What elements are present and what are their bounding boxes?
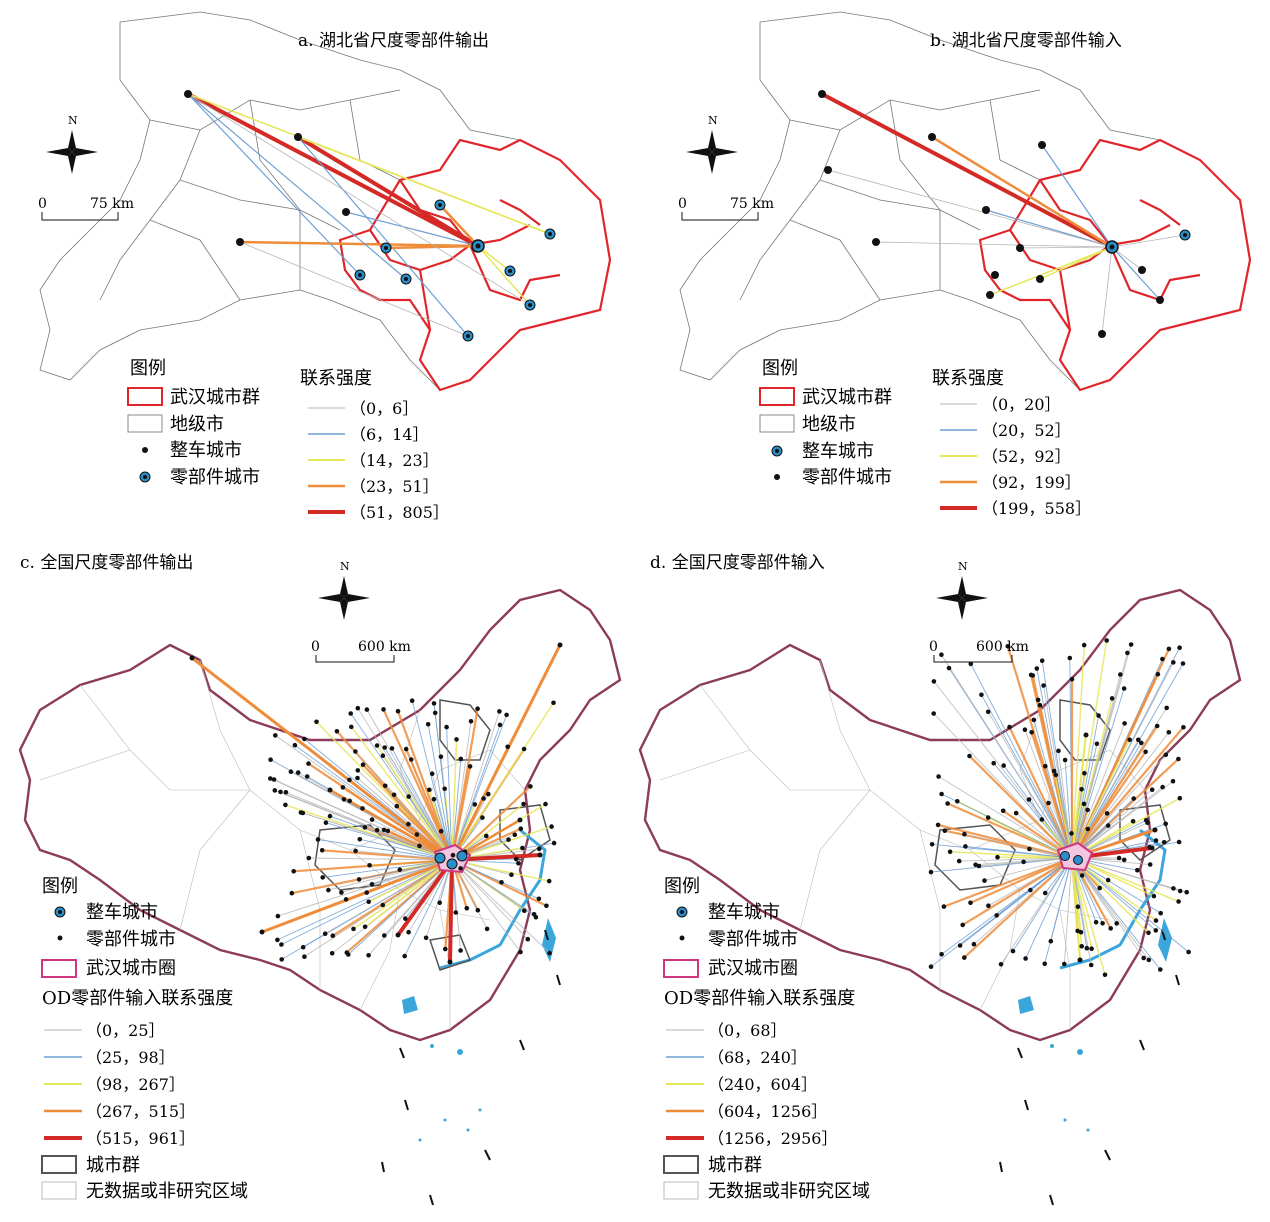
panel-a: a. 湖北省尺度零部件输出 N 0 75 km 图例 武汉城市群 地级市 整车城… xyxy=(38,11,612,522)
panel-c-title: c. 全国尺度零部件输出 xyxy=(20,553,193,573)
svg-text:（98，267］: （98，267］ xyxy=(86,1075,185,1094)
north-arrow-icon: N xyxy=(318,560,370,620)
panel-b-title: b. 湖北省尺度零部件输入 xyxy=(930,31,1122,51)
svg-text:（0，6］: （0，6］ xyxy=(350,399,418,418)
scale-bar-c: 0 600 km xyxy=(311,639,411,663)
svg-text:无数据或非研究区域: 无数据或非研究区域 xyxy=(708,1181,870,1202)
legend-c: 图例 整车城市 零部件城市 武汉城市圈 OD零部件输入联系强度 （0，25］ （… xyxy=(41,876,248,1202)
svg-text:联系强度: 联系强度 xyxy=(300,368,372,389)
panel-b: b. 湖北省尺度零部件输入 N 0 75 km 图例 武汉城市群 地级市 整车城… xyxy=(678,11,1252,518)
svg-text:（25，98］: （25，98］ xyxy=(86,1048,175,1067)
svg-text:600 km: 600 km xyxy=(976,639,1029,655)
svg-text:零部件城市: 零部件城市 xyxy=(708,929,798,950)
north-arrow-icon: N xyxy=(686,114,738,174)
svg-text:N: N xyxy=(340,560,350,573)
svg-text:N: N xyxy=(958,560,968,573)
svg-text:城市群: 城市群 xyxy=(708,1155,762,1176)
scale-bar-d: 0 600 km xyxy=(929,639,1029,663)
svg-text:N: N xyxy=(708,114,718,127)
svg-text:图例: 图例 xyxy=(762,358,798,379)
svg-text:（240，604］: （240，604］ xyxy=(708,1075,817,1094)
svg-text:N: N xyxy=(68,114,78,127)
panel-c: c. 全国尺度零部件输出 N 0 600 km 图例 整车城市 零部件城市 武汉… xyxy=(18,553,622,1206)
flow-lines-a xyxy=(187,92,551,337)
svg-text:（0，20］: （0，20］ xyxy=(982,395,1061,414)
svg-text:（23，51］: （23，51］ xyxy=(350,477,439,496)
svg-text:地级市: 地级市 xyxy=(170,414,224,435)
svg-text:600 km: 600 km xyxy=(358,639,411,655)
svg-text:（0，25］: （0，25］ xyxy=(86,1021,165,1040)
svg-text:地级市: 地级市 xyxy=(802,414,856,435)
legend-d: 图例 整车城市 零部件城市 武汉城市圈 OD零部件输入联系强度 （0，68］ （… xyxy=(663,876,870,1202)
city-points-d xyxy=(928,638,1191,978)
north-arrow-icon: N xyxy=(46,114,98,174)
north-arrow-icon: N xyxy=(936,560,988,620)
svg-text:OD零部件输入联系强度: OD零部件输入联系强度 xyxy=(42,988,233,1009)
svg-text:OD零部件输入联系强度: OD零部件输入联系强度 xyxy=(664,988,855,1009)
svg-text:整车城市: 整车城市 xyxy=(708,902,780,923)
panel-a-title: a. 湖北省尺度零部件输出 xyxy=(298,31,489,51)
svg-text:（0，68］: （0，68］ xyxy=(708,1021,787,1040)
svg-text:武汉城市群: 武汉城市群 xyxy=(802,387,892,408)
svg-text:0: 0 xyxy=(929,639,938,655)
svg-text:（92，199］: （92，199］ xyxy=(982,473,1081,492)
svg-text:（6，14］: （6，14］ xyxy=(350,425,429,444)
svg-text:图例: 图例 xyxy=(42,876,78,897)
svg-text:整车城市: 整车城市 xyxy=(86,902,158,923)
city-points-c xyxy=(189,642,563,965)
svg-text:（68，240］: （68，240］ xyxy=(708,1048,807,1067)
svg-text:城市群: 城市群 xyxy=(86,1155,140,1176)
svg-text:图例: 图例 xyxy=(130,358,166,379)
scale-bar-a: 0 75 km xyxy=(38,196,134,221)
flow-lines-b xyxy=(821,92,1186,335)
legend-a: 图例 武汉城市群 地级市 整车城市 零部件城市 联系强度 （0，6］ （6，14… xyxy=(127,358,449,522)
svg-text:整车城市: 整车城市 xyxy=(802,441,874,462)
legend-b: 图例 武汉城市群 地级市 整车城市 零部件城市 联系强度 （0，20］ （20，… xyxy=(759,358,1091,518)
svg-text:武汉城市圈: 武汉城市圈 xyxy=(86,958,176,979)
svg-text:整车城市: 整车城市 xyxy=(170,440,242,461)
flow-lines-d xyxy=(930,640,1189,976)
svg-text:武汉城市圈: 武汉城市圈 xyxy=(708,958,798,979)
svg-text:（199，558］: （199，558］ xyxy=(982,499,1091,518)
svg-text:（604，1256］: （604，1256］ xyxy=(708,1102,827,1121)
city-points-a xyxy=(184,90,556,342)
svg-text:（52，92］: （52，92］ xyxy=(982,447,1071,466)
svg-text:（267，515］: （267，515］ xyxy=(86,1102,195,1121)
svg-text:（20，52］: （20，52］ xyxy=(982,421,1071,440)
svg-text:无数据或非研究区域: 无数据或非研究区域 xyxy=(86,1181,248,1202)
svg-text:联系强度: 联系强度 xyxy=(932,368,1004,389)
svg-text:0: 0 xyxy=(678,196,687,212)
scale-bar-b: 0 75 km xyxy=(678,196,774,221)
flow-lines-c xyxy=(191,644,562,963)
svg-text:武汉城市群: 武汉城市群 xyxy=(170,387,260,408)
svg-text:零部件城市: 零部件城市 xyxy=(170,467,260,488)
svg-text:（515，961］: （515，961］ xyxy=(86,1129,195,1148)
svg-text:（51，805］: （51，805］ xyxy=(350,503,449,522)
svg-text:0: 0 xyxy=(38,196,47,212)
svg-text:（1256，2956］: （1256，2956］ xyxy=(708,1129,837,1148)
city-points-b xyxy=(818,90,1191,338)
svg-text:75 km: 75 km xyxy=(730,196,774,212)
svg-text:0: 0 xyxy=(311,639,320,655)
svg-text:零部件城市: 零部件城市 xyxy=(86,929,176,950)
svg-text:（14，23］: （14，23］ xyxy=(350,451,439,470)
svg-text:75 km: 75 km xyxy=(90,196,134,212)
svg-text:图例: 图例 xyxy=(664,876,700,897)
svg-text:零部件城市: 零部件城市 xyxy=(802,467,892,488)
panel-d: d. 全国尺度零部件输入 N 0 600 km 图例 整车城市 零部件城市 武汉… xyxy=(638,553,1242,1206)
panel-d-title: d. 全国尺度零部件输入 xyxy=(650,553,825,573)
